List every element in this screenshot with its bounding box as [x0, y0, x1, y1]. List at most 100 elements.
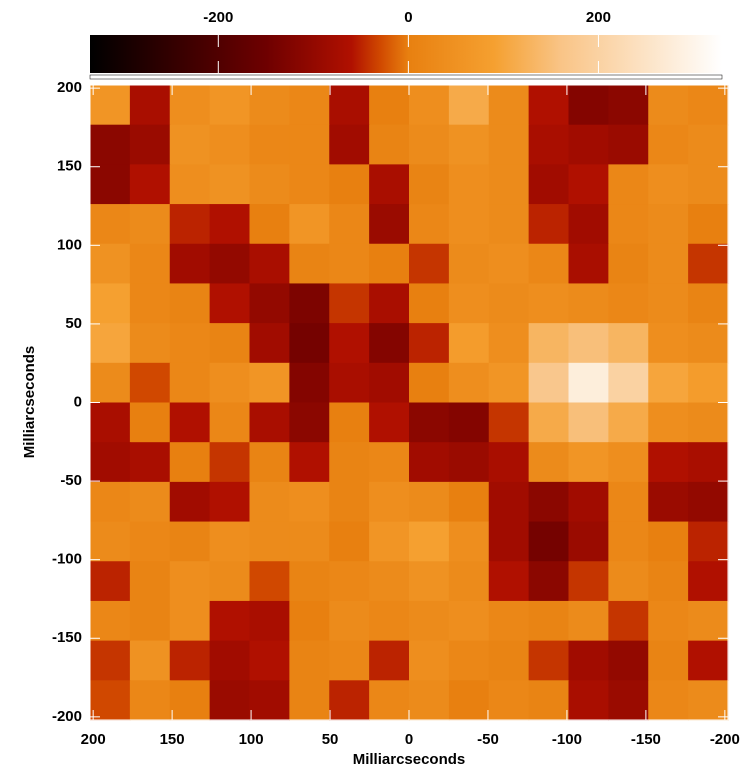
heatmap-cell: [568, 402, 609, 443]
y-tick-label: 100: [57, 236, 82, 253]
heatmap-cell: [648, 124, 689, 165]
heatmap-cell: [329, 402, 370, 443]
heatmap-cell: [448, 124, 490, 165]
heatmap-cell: [90, 402, 131, 443]
heatmap-cell: [369, 323, 410, 364]
x-tick-label: -200: [710, 731, 740, 748]
heatmap-cell: [209, 204, 251, 245]
heatmap-cell: [369, 680, 410, 721]
heatmap-cell: [608, 362, 649, 404]
heatmap-cell: [409, 680, 450, 721]
heatmap-cell: [90, 561, 131, 602]
heatmap-cell: [209, 402, 251, 443]
heatmap-cell: [329, 243, 370, 285]
heatmap-cell: [568, 680, 609, 721]
heatmap-cell: [369, 362, 410, 404]
heatmap-cell: [409, 561, 450, 602]
heatmap-cell: [209, 85, 251, 126]
heatmap-cell: [688, 561, 729, 602]
heatmap-cell: [289, 600, 330, 642]
heatmap-cell: [129, 164, 171, 205]
heatmap-cell: [90, 362, 131, 404]
heatmap-cell: [289, 243, 330, 285]
heatmap-cell: [289, 283, 330, 324]
heatmap-cell: [129, 124, 171, 165]
heatmap-cell: [648, 561, 689, 602]
heatmap-cell: [249, 402, 290, 443]
heatmap-cell: [608, 323, 649, 364]
heatmap-cell: [688, 640, 729, 681]
heatmap-cell: [369, 204, 410, 245]
heatmap-cell: [488, 124, 530, 165]
heatmap-cell: [528, 85, 570, 126]
heatmap-cell: [329, 204, 370, 245]
heatmap-cell: [169, 164, 211, 205]
heatmap-cell: [329, 561, 370, 602]
heatmap-cell: [528, 402, 570, 443]
heatmap-cell: [329, 283, 370, 324]
heatmap-cell: [688, 481, 729, 523]
heatmap-cell: [329, 521, 370, 562]
heatmap-cell: [448, 481, 490, 523]
heatmap-cell: [608, 521, 649, 562]
heatmap-cell: [249, 442, 290, 483]
heatmap-cell: [209, 442, 251, 483]
heatmap-cell: [249, 521, 290, 562]
heatmap-cell: [90, 600, 131, 642]
heatmap-cell: [289, 323, 330, 364]
y-tick-label: 200: [57, 79, 82, 96]
heatmap-cell: [488, 402, 530, 443]
heatmap-cell: [129, 640, 171, 681]
heatmap-cell: [488, 521, 530, 562]
heatmap-cell: [688, 521, 729, 562]
heatmap-cell: [249, 124, 290, 165]
heatmap-cell: [488, 362, 530, 404]
heatmap-cell: [648, 600, 689, 642]
heatmap-cell: [648, 402, 689, 443]
heatmap-cell: [608, 243, 649, 285]
heatmap-cell: [249, 243, 290, 285]
heatmap-cell: [90, 481, 131, 523]
heatmap-cell: [448, 640, 490, 681]
heatmap-cell: [409, 402, 450, 443]
heatmap-cell: [169, 481, 211, 523]
heatmap-cell: [209, 481, 251, 523]
heatmap-cell: [568, 204, 609, 245]
heatmap-cell: [608, 204, 649, 245]
heatmap-cell: [249, 600, 290, 642]
heatmap-cell: [129, 442, 171, 483]
heatmap-cell: [688, 243, 729, 285]
heatmap-cell: [209, 323, 251, 364]
heatmap-cell: [568, 640, 609, 681]
x-tick-label: -100: [552, 731, 582, 748]
heatmap-cell: [488, 481, 530, 523]
heatmap-cell: [249, 204, 290, 245]
heatmap-cell: [528, 561, 570, 602]
heatmap-cell: [448, 323, 490, 364]
heatmap-cell: [169, 362, 211, 404]
x-tick-label: 200: [81, 731, 106, 748]
heatmap-cell: [249, 640, 290, 681]
heatmap-cell: [169, 85, 211, 126]
heatmap-cell: [369, 243, 410, 285]
heatmap-cell: [528, 481, 570, 523]
heatmap-cell: [90, 680, 131, 721]
colorbar: [90, 35, 722, 73]
heatmap-cell: [648, 164, 689, 205]
heatmap-cell: [329, 640, 370, 681]
heatmap-cell: [448, 402, 490, 443]
heatmap-cell: [448, 600, 490, 642]
heatmap-cell: [169, 561, 211, 602]
heatmap-cell: [169, 283, 211, 324]
heatmap-cell: [688, 85, 729, 126]
heatmap-cell: [448, 243, 490, 285]
heatmap-cell: [249, 680, 290, 721]
heatmap-cell: [568, 481, 609, 523]
colorbar-underline: [89, 74, 723, 80]
heatmap-cell: [648, 204, 689, 245]
heatmap-cell: [568, 323, 609, 364]
heatmap-cell: [608, 561, 649, 602]
heatmap-cell: [648, 680, 689, 721]
heatmap-cell: [129, 85, 171, 126]
heatmap-cell: [648, 283, 689, 324]
